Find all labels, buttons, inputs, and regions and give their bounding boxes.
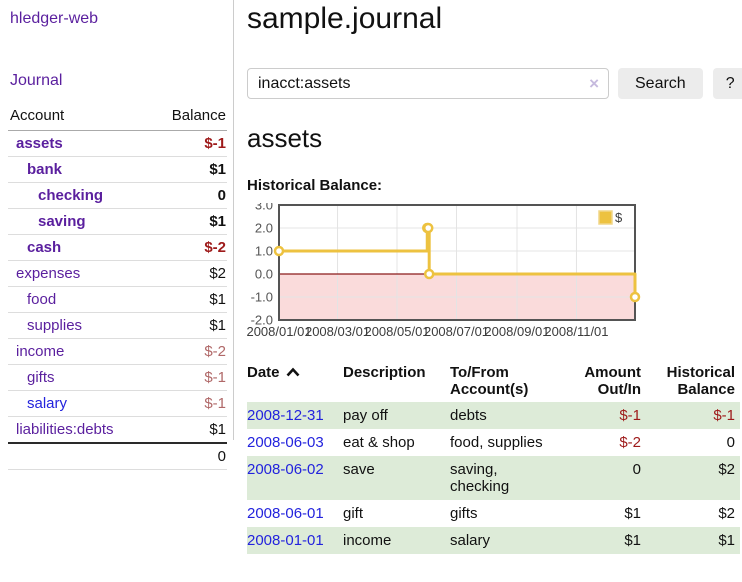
chart-canvas: $3.0 2.0 1.0 0.0 -1.0 -2.0 [251, 203, 641, 328]
search-form: × Search ? [247, 68, 742, 99]
accounts-table: Account Balance assets $-1 bank $1 checking 0… [8, 104, 227, 470]
account-row: cash $-2 [8, 234, 227, 261]
clear-search-icon[interactable]: × [589, 73, 599, 93]
sort-ascending-icon [286, 367, 299, 377]
register-row: 2008-12-31 pay off debts $-1 $-1 [247, 402, 740, 429]
historical-balance-chart: $3.0 2.0 1.0 0.0 -1.0 -2.0 2008/01/01 2008/03/… [246, 203, 647, 345]
account-balance: $2 [150, 260, 227, 287]
account-row: gifts $-1 [8, 364, 227, 391]
account-balance: $1 [150, 312, 227, 339]
account-row: salary $-1 [8, 390, 227, 417]
register-header-date: Date [247, 362, 343, 402]
account-balance: $-1 [150, 364, 227, 391]
account-balance: $-1 [150, 390, 227, 417]
transaction-date-link[interactable]: 2008-06-03 [247, 434, 324, 451]
register-header-bal: Historical Balance [666, 364, 735, 398]
account-balance: $-1 [150, 130, 227, 157]
accounts-total-row: 0 [8, 442, 227, 470]
chart-point [273, 245, 285, 257]
account-link-gifts[interactable]: gifts [27, 369, 55, 386]
account-link-bank[interactable]: bank [27, 161, 63, 178]
account-balance: $1 [150, 208, 227, 235]
transaction-date-link[interactable]: 2008-01-01 [247, 532, 324, 549]
accounts-tbody: assets $-1 bank $1 checking 0 saving $1 cash $-2 e… [8, 130, 227, 444]
chart-title: Historical Balance: [247, 177, 383, 194]
sidebar-item-journal[interactable]: Journal [10, 72, 63, 89]
account-row: checking 0 [8, 182, 227, 209]
y-tick-label: 1.0 [255, 244, 273, 259]
register-row: 2008-01-01 income salary $1 $1 [247, 527, 740, 554]
account-link-food[interactable]: food [27, 291, 57, 308]
x-tick-label: 2008/07/01 [423, 324, 490, 339]
account-row: saving $1 [8, 208, 227, 235]
chart-point [422, 222, 434, 234]
y-tick-label: 0.0 [255, 267, 273, 282]
transaction-date-link[interactable]: 2008-06-01 [247, 505, 324, 522]
chart-point [423, 268, 435, 280]
account-link-salary[interactable]: salary [27, 395, 68, 412]
account-row: income $-2 [8, 338, 227, 365]
account-row: bank $1 [8, 156, 227, 183]
account-balance: $-2 [150, 338, 227, 365]
account-link-expenses[interactable]: expenses [16, 265, 81, 282]
chart-point [629, 291, 641, 303]
search-button[interactable]: Search [618, 68, 703, 99]
legend-swatch [598, 210, 613, 225]
account-link-checking[interactable]: checking [38, 187, 104, 204]
register-header-desc: Description [343, 364, 426, 381]
sort-by-date-link[interactable]: Date [247, 364, 300, 381]
x-tick-label: 2008/03/01 [304, 324, 371, 339]
register-row: 2008-06-01 gift gifts $1 $2 [247, 505, 735, 522]
account-link-liabilities-debts[interactable]: liabilities:debts [16, 421, 114, 438]
account-balance: $-2 [150, 234, 227, 261]
account-row: assets $-1 [8, 130, 227, 157]
transaction-date-link[interactable]: 2008-06-02 [247, 461, 324, 478]
x-tick-label: 2008/09/01 [484, 324, 550, 339]
legend-label: $ [615, 210, 623, 225]
y-tick-label: -2.0 [251, 313, 273, 328]
x-tick-label: 2008/05/01 [364, 324, 430, 339]
account-link-supplies[interactable]: supplies [27, 317, 83, 334]
y-tick-label: -1.0 [251, 290, 273, 305]
register-tbody: 2008-12-31 pay off debts $-1 $-1 2008-06-03 ea… [247, 402, 740, 554]
main-content: sample.journal × Search ? assets Histori… [234, 0, 742, 554]
help-button[interactable]: ? [712, 68, 742, 99]
x-tick-label: 2008/11/01 [544, 324, 609, 339]
page-title: sample.journal [247, 2, 443, 35]
app-brand-link[interactable]: hledger-web [10, 10, 99, 27]
account-heading: assets [247, 123, 323, 153]
register-table: Date Description To/From Account(s) Amount … [247, 362, 740, 554]
register-header-acct: To/From Account(s) [450, 364, 529, 398]
accounts-header-balance: Balance [150, 104, 227, 131]
account-balance: $1 [209, 421, 226, 438]
register-row: 2008-06-03 eat & shop food, supplies $-2 0 [247, 434, 735, 451]
account-row: supplies $1 [8, 312, 227, 339]
account-row: expenses $2 [8, 260, 227, 287]
register-header-row: Date Description To/From Account(s) Amount … [247, 362, 740, 402]
account-link-saving[interactable]: saving [38, 213, 86, 230]
account-link-assets[interactable]: assets [16, 135, 63, 152]
register-row: 2008-06-02 save saving, checking 0 $2 [247, 456, 740, 500]
accounts-header-account: Account [8, 104, 151, 131]
y-tick-label: 3.0 [255, 203, 273, 213]
account-balance: $1 [150, 286, 227, 313]
chart-x-axis-labels: 2008/01/01 2008/03/01 2008/05/01 2008/07/01… [246, 324, 647, 342]
search-input[interactable] [247, 68, 609, 99]
y-tick-label: 2.0 [255, 221, 273, 236]
account-link-cash[interactable]: cash [27, 239, 62, 256]
register-header-amount: Amount Out/In [584, 364, 641, 398]
account-balance: $1 [150, 156, 227, 183]
account-balance: 0 [150, 182, 227, 209]
chart-plot-border [278, 204, 636, 321]
account-row: liabilities:debts $1 [8, 417, 227, 444]
x-tick-label: 2008/01/01 [246, 324, 312, 339]
sidebar: hledger-web Journal Account Balance asse… [0, 0, 234, 470]
account-link-income[interactable]: income [16, 343, 65, 360]
account-row: food $1 [8, 286, 227, 313]
transaction-date-link[interactable]: 2008-12-31 [247, 407, 324, 424]
search-input-wrap: × [247, 68, 609, 99]
accounts-total-value: 0 [150, 442, 227, 470]
